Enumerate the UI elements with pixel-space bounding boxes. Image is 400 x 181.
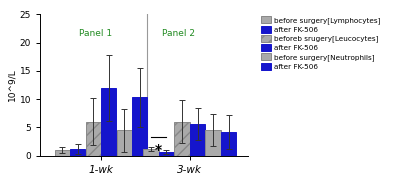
Text: *: * — [155, 143, 162, 157]
Bar — [190, 124, 205, 156]
Bar — [70, 149, 85, 156]
Bar — [132, 98, 148, 156]
Text: Panel 1: Panel 1 — [79, 29, 112, 38]
Bar — [174, 122, 190, 156]
Y-axis label: 10^9/L: 10^9/L — [8, 69, 17, 101]
Text: Panel 2: Panel 2 — [162, 29, 195, 38]
Legend: before surgery[Lymphocytes], after FK-506, beforeb srugery[Leucocytes], after FK: before surgery[Lymphocytes], after FK-50… — [260, 15, 381, 71]
Bar — [206, 130, 221, 156]
Bar — [143, 150, 158, 156]
Bar — [221, 132, 236, 156]
Bar — [117, 130, 132, 156]
Bar — [54, 150, 70, 156]
Bar — [159, 152, 174, 156]
Bar — [86, 122, 101, 156]
Bar — [101, 88, 116, 156]
